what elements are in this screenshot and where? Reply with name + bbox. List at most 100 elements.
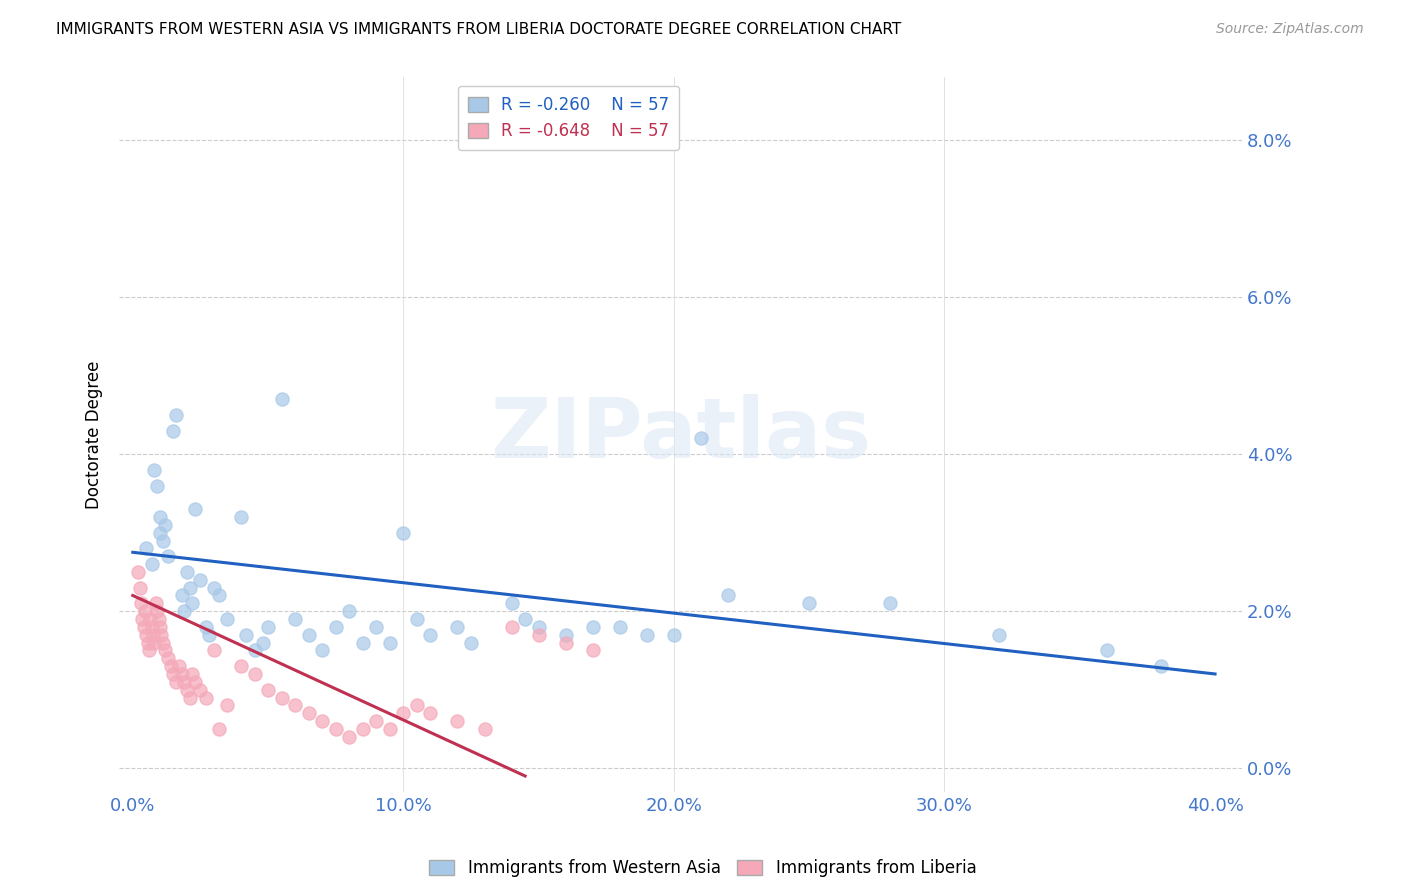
Y-axis label: Doctorate Degree: Doctorate Degree [86, 360, 103, 508]
Point [156, 549, 179, 564]
Point [184, 502, 207, 516]
Point [146, 604, 169, 618]
Point [202, 643, 225, 657]
Point [366, 620, 388, 634]
Point [270, 690, 292, 705]
Point [690, 432, 713, 446]
Point [1150, 659, 1173, 673]
Point [217, 698, 239, 713]
Point [165, 674, 187, 689]
Point [879, 596, 901, 610]
Point [139, 612, 162, 626]
Point [179, 581, 201, 595]
Legend: Immigrants from Western Asia, Immigrants from Liberia: Immigrants from Western Asia, Immigrants… [423, 853, 983, 884]
Point [392, 706, 415, 721]
Point [141, 620, 163, 634]
Point [799, 596, 821, 610]
Point [337, 730, 360, 744]
Point [582, 643, 605, 657]
Point [366, 714, 388, 728]
Point [152, 635, 174, 649]
Point [176, 565, 198, 579]
Point [217, 612, 239, 626]
Point [170, 667, 193, 681]
Point [229, 510, 252, 524]
Point [208, 722, 231, 736]
Point [257, 682, 280, 697]
Point [662, 628, 685, 642]
Point [136, 635, 159, 649]
Point [284, 698, 307, 713]
Point [527, 620, 550, 634]
Point [501, 596, 523, 610]
Point [352, 722, 374, 736]
Point [378, 722, 401, 736]
Point [149, 525, 172, 540]
Text: ZIPatlas: ZIPatlas [491, 394, 872, 475]
Point [190, 682, 212, 697]
Legend: R = -0.260    N = 57, R = -0.648    N = 57: R = -0.260 N = 57, R = -0.648 N = 57 [458, 86, 679, 150]
Point [208, 589, 231, 603]
Point [162, 667, 184, 681]
Point [243, 667, 266, 681]
Point [235, 628, 257, 642]
Point [636, 628, 658, 642]
Point [987, 628, 1010, 642]
Point [460, 635, 482, 649]
Point [378, 635, 401, 649]
Point [252, 635, 274, 649]
Point [325, 722, 347, 736]
Point [446, 714, 468, 728]
Point [298, 706, 321, 721]
Point [474, 722, 496, 736]
Point [311, 643, 333, 657]
Point [582, 620, 605, 634]
Point [229, 659, 252, 673]
Point [131, 612, 153, 626]
Point [155, 517, 177, 532]
Point [149, 620, 172, 634]
Point [194, 620, 217, 634]
Point [127, 565, 149, 579]
Point [337, 604, 360, 618]
Point [184, 674, 207, 689]
Text: Source: ZipAtlas.com: Source: ZipAtlas.com [1216, 22, 1364, 37]
Point [446, 620, 468, 634]
Point [419, 628, 441, 642]
Point [609, 620, 631, 634]
Point [155, 643, 177, 657]
Point [129, 596, 152, 610]
Point [142, 628, 165, 642]
Point [138, 643, 160, 657]
Point [128, 581, 150, 595]
Point [257, 620, 280, 634]
Point [150, 628, 173, 642]
Point [325, 620, 347, 634]
Point [162, 424, 184, 438]
Point [197, 628, 219, 642]
Point [392, 525, 415, 540]
Point [284, 612, 307, 626]
Point [419, 706, 441, 721]
Point [554, 635, 576, 649]
Point [243, 643, 266, 657]
Point [173, 674, 195, 689]
Point [501, 620, 523, 634]
Point [146, 478, 169, 492]
Point [202, 581, 225, 595]
Point [181, 596, 204, 610]
Point [298, 628, 321, 642]
Point [170, 589, 193, 603]
Point [173, 604, 195, 618]
Point [194, 690, 217, 705]
Point [311, 714, 333, 728]
Point [176, 682, 198, 697]
Point [149, 510, 172, 524]
Point [165, 408, 187, 422]
Point [190, 573, 212, 587]
Point [135, 541, 157, 556]
Point [179, 690, 201, 705]
Point [152, 533, 174, 548]
Point [156, 651, 179, 665]
Point [143, 463, 166, 477]
